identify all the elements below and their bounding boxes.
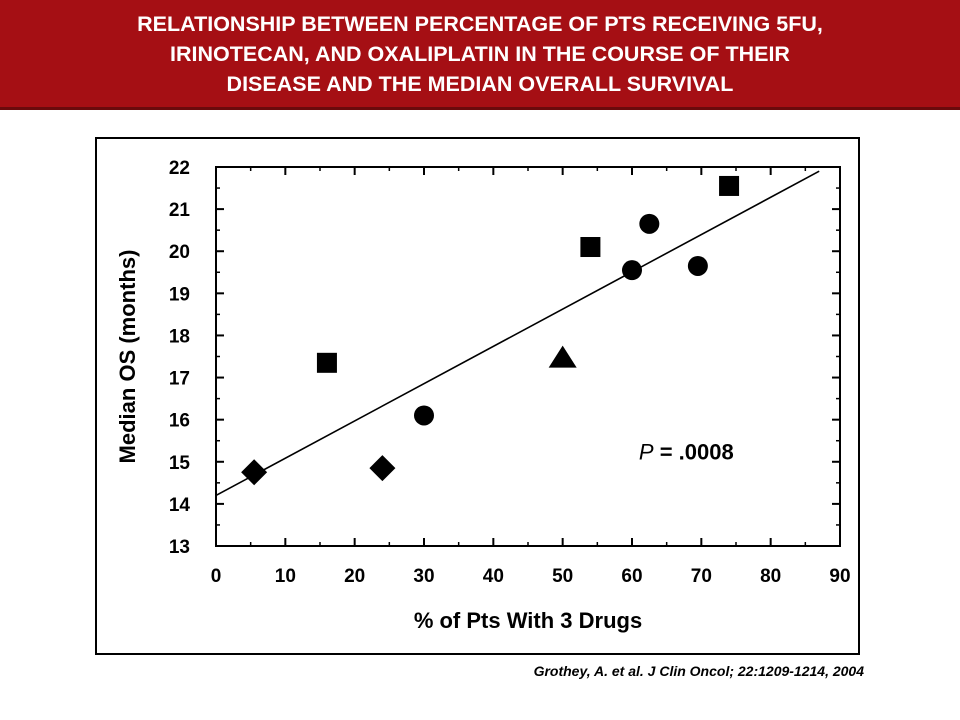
data-point-square (316, 352, 337, 373)
x-tick-label: 70 (691, 566, 712, 587)
title-line-3: DISEASE AND THE MEDIAN OVERALL SURVIVAL (226, 71, 734, 96)
data-point-square (719, 175, 740, 196)
figure-box: 13 14 15 16 17 18 19 20 21 22 0 10 20 30 40 50 60 70 80 90%… (95, 137, 860, 655)
y-tick-label: 18 (169, 326, 190, 347)
title-line-1: RELATIONSHIP BETWEEN PERCENTAGE OF PTS R… (137, 11, 823, 36)
data-point-diamond (369, 455, 396, 482)
trend-line (215, 170, 820, 497)
data-point-circle (687, 255, 708, 276)
y-tick-label: 16 (169, 411, 190, 432)
y-tick-label: 14 (169, 495, 191, 516)
data-point-circle (639, 213, 660, 234)
x-tick-label: 10 (275, 566, 296, 587)
scatter-chart: 13 14 15 16 17 18 19 20 21 22 0 10 20 30 40 50 60 70 80 90%… (115, 158, 851, 633)
plot-frame (215, 166, 841, 547)
y-tick-label: 15 (169, 453, 191, 474)
y-tick-label: 22 (169, 158, 190, 179)
x-tick-label: 80 (760, 566, 781, 587)
x-tick-label: 30 (413, 566, 434, 587)
data-point-circle (622, 260, 642, 281)
p-value-symbol: P (639, 440, 654, 465)
data-point-triangle (548, 345, 577, 368)
y-tick-label: 17 (169, 369, 190, 390)
x-tick-label: 90 (829, 566, 850, 587)
x-tick-label: 60 (621, 566, 642, 587)
x-tick-label: 40 (483, 566, 504, 587)
y-tick-label: 20 (169, 242, 190, 263)
y-tick-label: 19 (169, 284, 190, 305)
x-tick-label: 50 (552, 566, 573, 587)
x-axis-label: % of Pts With 3 Drugs (414, 608, 642, 633)
x-tick-label: 20 (344, 566, 365, 587)
title-line-2: IRINOTECAN, AND OXALIPLATIN IN THE COURS… (170, 41, 790, 66)
x-tick-label: 0 (211, 566, 222, 587)
data-point-diamond (241, 459, 268, 486)
y-tick-label: 21 (169, 200, 191, 221)
p-value-text: = .0008 (654, 440, 734, 465)
data-point-square (580, 237, 601, 258)
data-point-circle (414, 405, 434, 426)
y-axis-label: Median OS (months) (115, 250, 140, 464)
y-tick-label: 13 (169, 537, 190, 558)
p-value-annotation: P = .0008 (639, 440, 734, 465)
citation: Grothey, A. et al. J Clin Oncol; 22:1209… (533, 663, 864, 679)
title-banner: RELATIONSHIP BETWEEN PERCENTAGE OF PTS R… (0, 0, 960, 110)
